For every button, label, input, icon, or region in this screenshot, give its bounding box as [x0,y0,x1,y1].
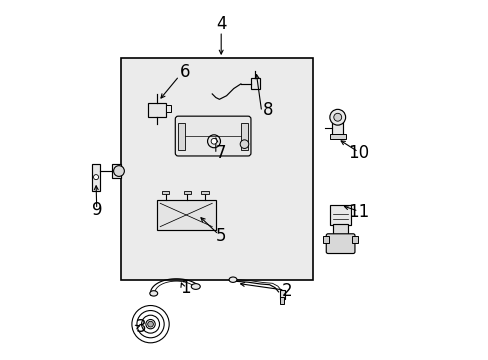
FancyBboxPatch shape [325,234,354,253]
Bar [250,78,259,89]
FancyBboxPatch shape [175,116,250,156]
Text: 9: 9 [91,202,102,220]
Bar [183,191,190,194]
Bar [241,123,247,149]
Bar [329,134,345,139]
Text: 5: 5 [216,226,226,244]
Bar [112,164,121,178]
Circle shape [333,113,341,121]
Bar [352,236,357,243]
Bar [147,103,165,117]
Bar [165,105,171,112]
Circle shape [147,321,153,327]
Circle shape [240,140,248,148]
Bar [280,297,284,304]
Text: 10: 10 [347,144,368,162]
Bar [162,191,169,194]
Ellipse shape [149,291,157,296]
Bar [178,123,185,149]
Circle shape [329,109,345,125]
Text: 1: 1 [180,279,190,297]
Bar [332,117,343,137]
Bar [279,290,285,299]
Text: 6: 6 [180,63,190,81]
Bar [121,58,312,280]
Circle shape [93,175,99,180]
Bar [333,224,347,237]
Bar [323,236,328,243]
Text: 3: 3 [135,318,145,336]
Bar [329,205,351,225]
Text: 4: 4 [216,15,226,33]
Ellipse shape [191,284,200,289]
Circle shape [113,166,124,176]
Bar [156,200,215,230]
Text: 7: 7 [216,144,226,162]
Circle shape [211,138,217,144]
Circle shape [207,135,220,148]
Text: 8: 8 [262,101,272,119]
Text: 2: 2 [282,282,292,300]
Bar [201,191,208,194]
Text: 11: 11 [347,203,368,221]
Bar [92,164,100,191]
Ellipse shape [228,277,237,282]
